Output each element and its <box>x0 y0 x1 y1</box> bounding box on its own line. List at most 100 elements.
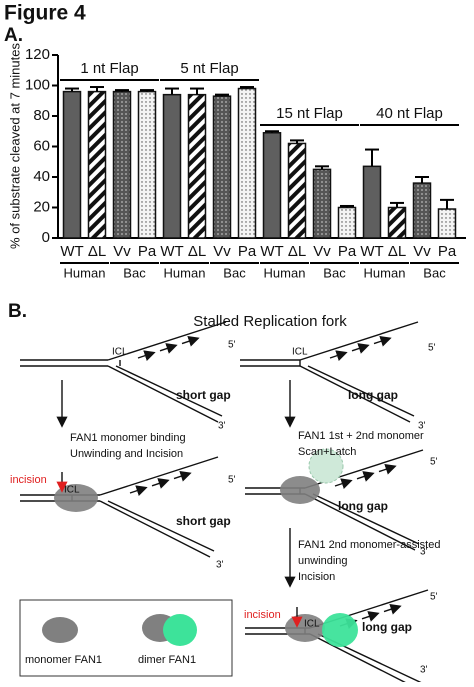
bar <box>387 206 407 239</box>
legend-label: monomer FAN1 <box>25 654 102 666</box>
arrow <box>383 603 402 615</box>
bar <box>412 182 432 239</box>
bar <box>187 93 207 239</box>
arrow <box>137 350 156 361</box>
x-tick-label: ΔL <box>88 243 106 260</box>
y-tick-label: 20 <box>33 198 50 215</box>
group-label: 15 nt Flap <box>276 105 343 122</box>
icl-label: ICL <box>304 619 320 630</box>
gap-label: long gap <box>348 388 398 402</box>
strand <box>115 365 223 417</box>
bar <box>87 90 107 239</box>
x-tick-label: WT <box>260 243 283 260</box>
x-tick-label: ΔL <box>188 243 206 260</box>
fan1-ghost <box>308 448 344 484</box>
icl-label: ICL <box>112 347 128 358</box>
y-tick-label: 120 <box>25 46 50 63</box>
bar <box>112 90 132 239</box>
arrow <box>159 343 178 354</box>
x-tick-label: WT <box>360 243 383 260</box>
strand-end: 3' <box>420 665 428 676</box>
incision-label: incision <box>244 609 281 621</box>
strand <box>312 493 420 545</box>
strand <box>299 365 411 423</box>
fan1-dimer <box>322 613 358 647</box>
strand <box>99 500 211 558</box>
bar <box>62 90 82 239</box>
diagram-title: Stalled Replication fork <box>193 313 347 330</box>
group-label: 5 nt Flap <box>180 60 238 77</box>
x-tick-label: Pa <box>338 243 357 260</box>
subgroup-label: Bac <box>223 265 246 280</box>
x-tick-label: Vv <box>413 243 431 260</box>
step-text: FAN1 monomer binding <box>70 432 186 444</box>
arrow <box>129 485 148 496</box>
group-label: 1 nt Flap <box>80 60 138 77</box>
step-text: Scan+Latch <box>298 446 356 458</box>
dimer-icon <box>163 614 197 646</box>
strand <box>107 321 227 361</box>
bar <box>362 165 382 239</box>
x-tick-label: WT <box>60 243 83 260</box>
strand-end: 5' <box>228 340 236 351</box>
gap-label: long gap <box>362 620 412 634</box>
strand <box>309 633 416 687</box>
bar <box>312 168 332 239</box>
y-tick-label: 60 <box>33 137 50 154</box>
subgroup-label: Bac <box>123 265 146 280</box>
arrow <box>373 335 392 347</box>
step-text: Incision <box>298 571 335 583</box>
x-tick-label: Vv <box>313 243 331 260</box>
icl-label: ICL <box>64 485 80 496</box>
fan1-monomer <box>280 476 320 504</box>
subgroup-label: Human <box>364 265 406 280</box>
strand-end: 3' <box>418 421 426 432</box>
strand-end: 5' <box>430 592 438 603</box>
strand <box>99 456 219 496</box>
bar <box>337 206 357 239</box>
arrow <box>181 335 200 347</box>
arrow <box>173 470 192 482</box>
legend-box <box>19 599 233 677</box>
strand <box>307 365 415 417</box>
strand-end: 3' <box>420 547 428 558</box>
bar <box>262 132 282 239</box>
x-tick-label: ΔL <box>388 243 406 260</box>
x-tick-label: Vv <box>113 243 131 260</box>
monomer-icon <box>42 617 78 643</box>
x-tick-label: WT <box>160 243 183 260</box>
strand <box>304 493 416 551</box>
panel-label: A. <box>4 25 23 46</box>
strand <box>107 365 219 423</box>
diagram <box>20 321 429 687</box>
arrow <box>378 463 397 475</box>
subgroup-label: Bac <box>423 265 446 280</box>
x-tick-label: Pa <box>138 243 157 260</box>
y-tick-label: 80 <box>33 107 50 124</box>
bar <box>287 142 307 239</box>
y-tick-label: 0 <box>42 229 50 246</box>
gap-label: long gap <box>338 499 388 513</box>
y-tick-label: 100 <box>25 76 50 93</box>
strand-end: 5' <box>428 343 436 354</box>
step-text: FAN1 1st + 2nd monomer <box>298 430 424 442</box>
strand-end: 5' <box>430 457 438 468</box>
bar <box>237 87 257 239</box>
panel-label: B. <box>8 301 27 322</box>
group-label: 40 nt Flap <box>376 105 443 122</box>
bar <box>162 93 182 239</box>
step-text: FAN1 2nd monomer-assisted <box>298 539 440 551</box>
subgroup-label: Bac <box>323 265 346 280</box>
legend-label: dimer FAN1 <box>138 654 196 666</box>
bar <box>212 95 232 239</box>
y-tick-label: 40 <box>33 168 50 185</box>
strand-end: 5' <box>228 475 236 486</box>
subgroup-label: Human <box>164 265 206 280</box>
strand <box>299 321 419 361</box>
strand <box>107 500 215 552</box>
gap-label: short gap <box>176 388 231 402</box>
strand-end: 3' <box>216 560 224 571</box>
bar <box>437 208 457 239</box>
